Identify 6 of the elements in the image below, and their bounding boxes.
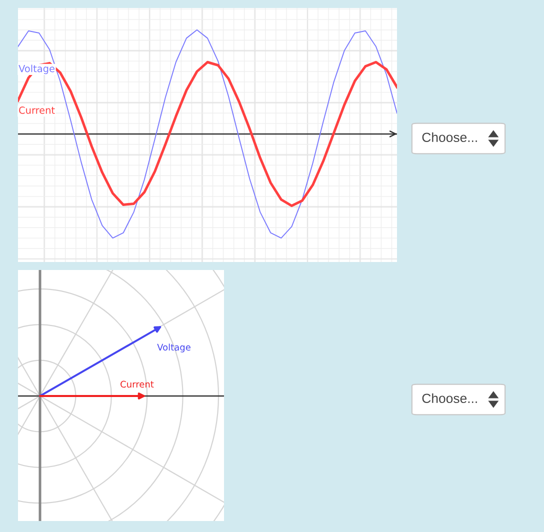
series-label: Current <box>19 106 55 114</box>
series-label: Voltage <box>18 64 54 74</box>
text: Voltage <box>157 344 190 352</box>
text: Choose... <box>422 393 477 404</box>
text: Choose... <box>422 132 477 142</box>
text: Current <box>120 380 154 388</box>
